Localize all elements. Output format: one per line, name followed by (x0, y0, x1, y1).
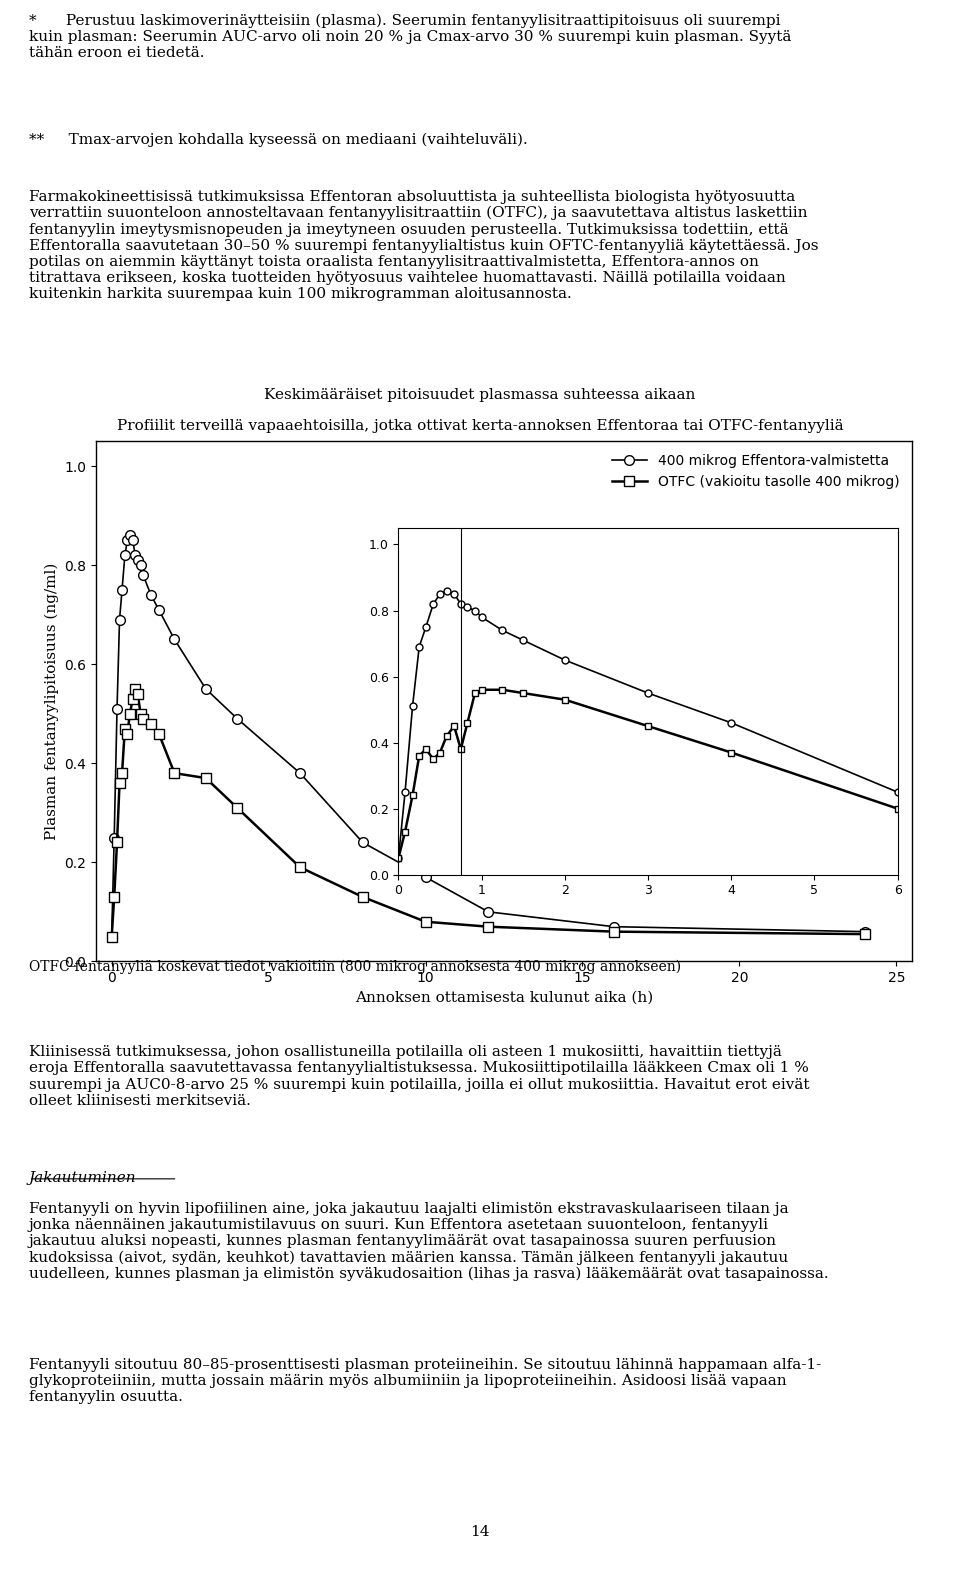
Y-axis label: Plasman fentanyylipitoisuus (ng/ml): Plasman fentanyylipitoisuus (ng/ml) (44, 563, 59, 840)
Text: Fentanyyli on hyvin lipofiilinen aine, joka jakautuu laajalti elimistön ekstrava: Fentanyyli on hyvin lipofiilinen aine, j… (29, 1201, 828, 1281)
Text: Farmakokineettisissä tutkimuksissa Effentoran absoluuttista ja suhteellista biol: Farmakokineettisissä tutkimuksissa Effen… (29, 189, 818, 301)
Text: Jakautuminen: Jakautuminen (29, 1171, 136, 1185)
Text: Kliinisessä tutkimuksessa, johon osallistuneilla potilailla oli asteen 1 mukosii: Kliinisessä tutkimuksessa, johon osallis… (29, 1045, 809, 1108)
Text: *      Perustuu laskimoverinäytteisiin (plasma). Seerumin fentanyylisitraattipit: * Perustuu laskimoverinäytteisiin (plasm… (29, 13, 791, 60)
Text: Profiilit terveillä vapaaehtoisilla, jotka ottivat kerta-annoksen Effentoraa tai: Profiilit terveillä vapaaehtoisilla, jot… (117, 419, 843, 433)
Legend: 400 mikrog Effentora-valmistetta, OTFC (vakioitu tasolle 400 mikrog): 400 mikrog Effentora-valmistetta, OTFC (… (607, 448, 905, 495)
Text: Fentanyyli sitoutuu 80–85-prosenttisesti plasman proteiineihin. Se sitoutuu lähi: Fentanyyli sitoutuu 80–85-prosenttisesti… (29, 1359, 821, 1404)
Text: **     Tmax-arvojen kohdalla kyseessä on mediaani (vaihteluväli).: ** Tmax-arvojen kohdalla kyseessä on med… (29, 132, 528, 147)
Text: OTFC-fentanyyliä koskevat tiedot vakioitiin (800 mikrog annoksesta 400 mikrog an: OTFC-fentanyyliä koskevat tiedot vakioit… (29, 960, 681, 974)
Text: 14: 14 (470, 1526, 490, 1540)
X-axis label: Annoksen ottamisesta kulunut aika (h): Annoksen ottamisesta kulunut aika (h) (355, 991, 653, 1004)
Text: Keskimääräiset pitoisuudet plasmassa suhteessa aikaan: Keskimääräiset pitoisuudet plasmassa suh… (264, 388, 696, 402)
